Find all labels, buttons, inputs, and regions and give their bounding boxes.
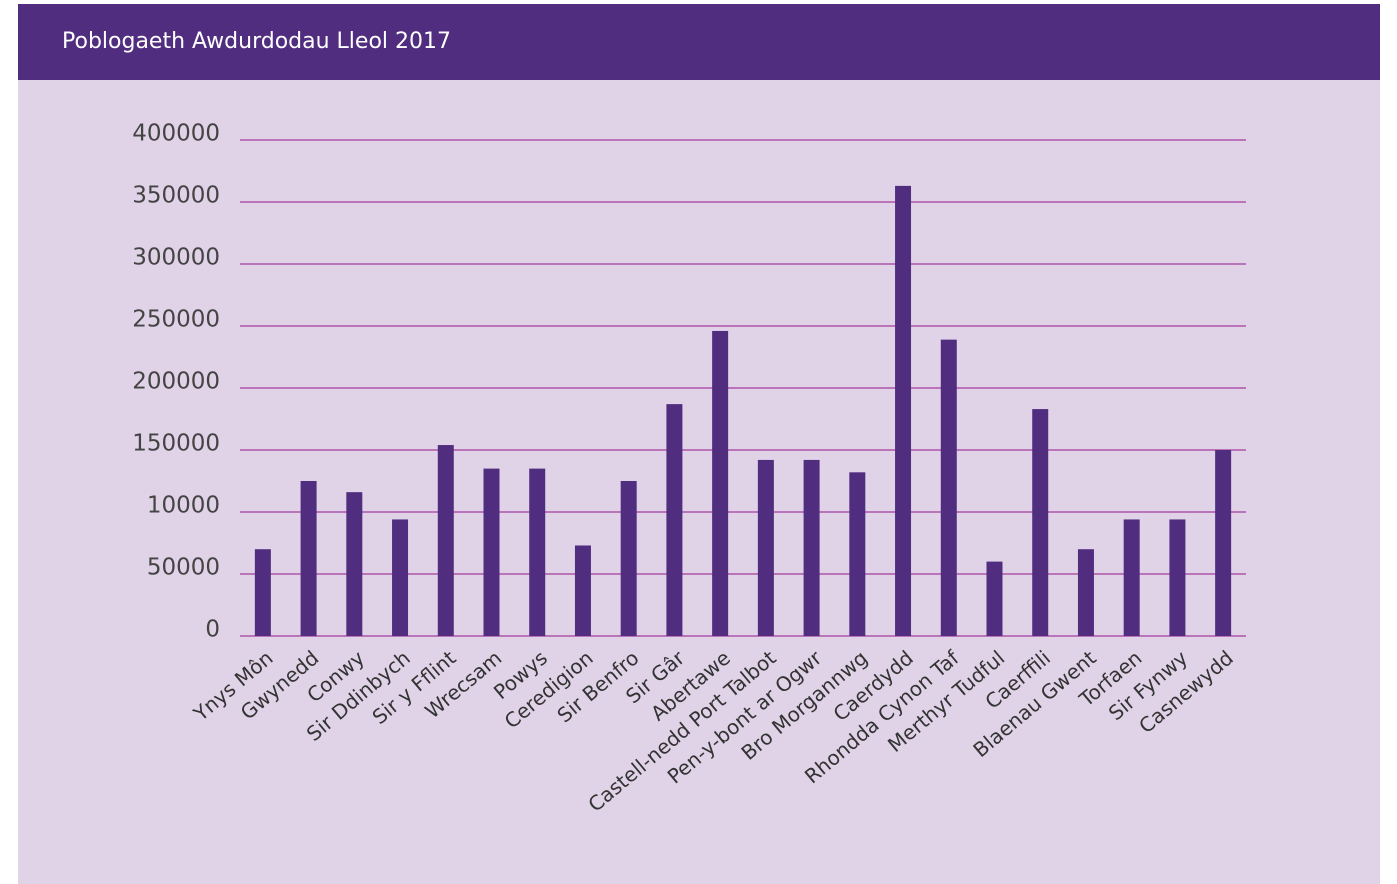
bar (574, 545, 591, 636)
bar (620, 481, 637, 636)
bar (849, 472, 866, 636)
bar (529, 468, 546, 636)
bar (1077, 549, 1094, 636)
y-tick-label: 0 (205, 617, 220, 643)
y-tick-label: 300000 (132, 245, 220, 271)
bar (346, 492, 363, 636)
bar (757, 459, 774, 636)
panel (18, 4, 1380, 884)
y-tick-label: 250000 (132, 307, 220, 333)
bar (895, 185, 912, 636)
bar (1215, 450, 1232, 636)
bar (254, 549, 271, 636)
header (18, 4, 1380, 80)
y-tick-label: 400000 (132, 121, 220, 147)
y-tick-label: 150000 (132, 431, 220, 457)
bar (803, 459, 820, 636)
y-tick-label: 10000 (147, 493, 220, 519)
bar (940, 339, 957, 636)
chart-title: Poblogaeth Awdurdodau Lleol 2017 (62, 29, 451, 54)
y-tick-label: 200000 (132, 369, 220, 395)
y-tick-label: 350000 (132, 183, 220, 209)
bar (437, 445, 454, 636)
bar (1169, 519, 1186, 636)
bar (1123, 519, 1140, 636)
y-tick-label: 50000 (147, 555, 220, 581)
bar (986, 561, 1003, 636)
bar (666, 404, 683, 636)
bar (483, 468, 500, 636)
bar (392, 519, 409, 636)
bar (712, 330, 729, 636)
bar (300, 481, 317, 636)
bar (1032, 409, 1049, 636)
